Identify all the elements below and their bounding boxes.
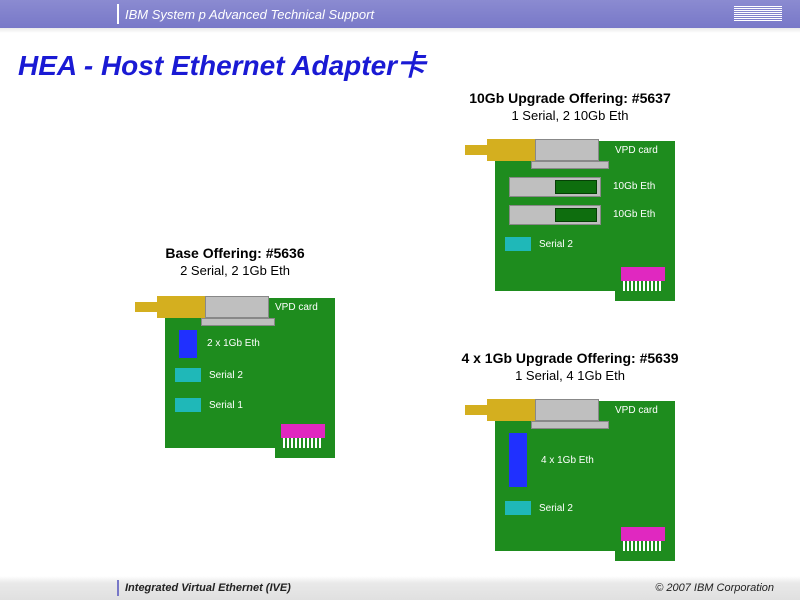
- connector-gold-icon: [465, 405, 487, 415]
- vpd-bar-icon: [201, 318, 275, 326]
- footer-title: Integrated Virtual Ethernet (IVE): [125, 582, 655, 594]
- offering-10gb: 10Gb Upgrade Offering: #5637 1 Serial, 2…: [430, 90, 710, 303]
- header-divider: [117, 4, 119, 24]
- offering-base-title: Base Offering: #5636: [110, 245, 360, 261]
- offering-4x1gb: 4 x 1Gb Upgrade Offering: #5639 1 Serial…: [430, 350, 710, 563]
- board-4x1gb: VPD card 4 x 1Gb Eth Serial 2: [465, 393, 675, 563]
- tengig-mod2-icon: [555, 208, 597, 222]
- connector-gold2-icon: [487, 399, 537, 421]
- vpd-slot-icon: [535, 139, 599, 161]
- edge-connector-icon: [621, 527, 665, 541]
- header-strip: [0, 28, 800, 33]
- connector-gold-icon: [135, 302, 157, 312]
- connector-gold2-icon: [487, 139, 537, 161]
- vpd-slot-icon: [205, 296, 269, 318]
- board-base: VPD card 2 x 1Gb Eth Serial 2 Serial 1: [135, 288, 335, 458]
- slide-title: HEA - Host Ethernet Adapter卡: [18, 44, 425, 84]
- label-eth2: 10Gb Eth: [613, 209, 655, 220]
- eth-block-icon: [509, 433, 527, 487]
- label-serial1: Serial 1: [209, 400, 243, 411]
- connector-gold-icon: [465, 145, 487, 155]
- label-vpd: VPD card: [615, 405, 658, 416]
- edge-connector-icon: [281, 424, 325, 438]
- board-10gb: VPD card 10Gb Eth 10Gb Eth Serial 2: [465, 133, 675, 303]
- label-vpd: VPD card: [615, 145, 658, 156]
- label-eth1: 10Gb Eth: [613, 181, 655, 192]
- tengig-mod1-icon: [555, 180, 597, 194]
- edge-pins-icon: [623, 541, 663, 551]
- header-title: IBM System p Advanced Technical Support: [125, 7, 734, 22]
- vpd-bar-icon: [531, 421, 609, 429]
- label-eth: 2 x 1Gb Eth: [207, 338, 260, 349]
- offering-10gb-title: 10Gb Upgrade Offering: #5637: [430, 90, 710, 106]
- offering-base: Base Offering: #5636 2 Serial, 2 1Gb Eth…: [110, 245, 360, 458]
- serial2-port-icon: [175, 368, 201, 382]
- label-serial2: Serial 2: [539, 503, 573, 514]
- offering-base-subtitle: 2 Serial, 2 1Gb Eth: [110, 263, 360, 278]
- serial2-port-icon: [505, 237, 531, 251]
- header-bar: IBM System p Advanced Technical Support: [0, 0, 800, 28]
- label-serial2: Serial 2: [209, 370, 243, 381]
- label-eth: 4 x 1Gb Eth: [541, 455, 594, 466]
- eth-block-icon: [179, 330, 197, 358]
- label-vpd: VPD card: [275, 302, 318, 313]
- serial1-port-icon: [175, 398, 201, 412]
- footer-divider: [117, 580, 119, 596]
- vpd-bar-icon: [531, 161, 609, 169]
- edge-pins-icon: [623, 281, 663, 291]
- edge-connector-icon: [621, 267, 665, 281]
- footer-left-pad: [0, 580, 125, 596]
- offering-4x1gb-title: 4 x 1Gb Upgrade Offering: #5639: [430, 350, 710, 366]
- edge-pins-icon: [283, 438, 323, 448]
- vpd-slot-icon: [535, 399, 599, 421]
- slide: IBM System p Advanced Technical Support …: [0, 0, 800, 600]
- serial2-port-icon: [505, 501, 531, 515]
- label-serial2: Serial 2: [539, 239, 573, 250]
- offering-4x1gb-subtitle: 1 Serial, 4 1Gb Eth: [430, 368, 710, 383]
- footer-copyright: © 2007 IBM Corporation: [655, 582, 774, 594]
- footer-bar: Integrated Virtual Ethernet (IVE) © 2007…: [0, 576, 800, 600]
- offering-10gb-subtitle: 1 Serial, 2 10Gb Eth: [430, 108, 710, 123]
- connector-gold2-icon: [157, 296, 207, 318]
- header-left-pad: [0, 0, 125, 28]
- ibm-logo-icon: [734, 6, 782, 22]
